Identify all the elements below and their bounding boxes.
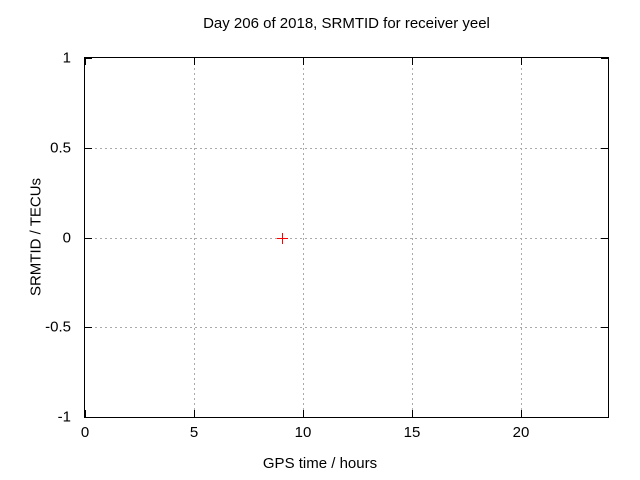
plot-area — [84, 57, 609, 418]
x-tick-label: 10 — [294, 424, 312, 441]
x-tick-label: 20 — [512, 424, 530, 441]
y-tick-mark-left — [85, 148, 92, 149]
x-tick-label: 15 — [403, 424, 421, 441]
y-tick-mark-left — [85, 327, 92, 328]
x-tick-mark-top — [303, 58, 304, 65]
marker-vertical-bar — [282, 233, 283, 244]
data-point-marker — [277, 233, 288, 244]
x-gridline — [303, 58, 304, 417]
y-tick-mark-left — [85, 58, 92, 59]
y-tick-label: 0 — [62, 229, 71, 247]
x-gridline — [521, 58, 522, 417]
x-tick-mark-bottom — [303, 410, 304, 417]
y-tick-label: 0.5 — [50, 139, 71, 157]
y-tick-mark-right — [601, 417, 608, 418]
x-tick-mark-bottom — [85, 410, 86, 417]
x-tick-label: 0 — [80, 424, 90, 441]
y-tick-mark-left — [85, 238, 92, 239]
y-gridline — [85, 148, 608, 149]
x-gridline — [194, 58, 195, 417]
x-tick-mark-top — [412, 58, 413, 65]
x-axis-label: GPS time / hours — [262, 455, 378, 472]
x-tick-mark-bottom — [521, 410, 522, 417]
y-tick-label: -0.5 — [45, 318, 71, 336]
y-gridline — [85, 327, 608, 328]
y-tick-mark-right — [601, 327, 608, 328]
y-tick-mark-right — [601, 148, 608, 149]
y-tick-mark-left — [85, 417, 92, 418]
x-gridline — [412, 58, 413, 417]
x-tick-mark-top — [521, 58, 522, 65]
x-tick-label: 5 — [189, 424, 199, 441]
y-tick-label: -1 — [57, 408, 71, 426]
y-tick-label: 1 — [62, 49, 71, 67]
y-tick-mark-right — [601, 238, 608, 239]
x-tick-mark-top — [85, 58, 86, 65]
chart-title: Day 206 of 2018, SRMTID for receiver yee… — [203, 15, 490, 32]
x-tick-mark-bottom — [194, 410, 195, 417]
x-tick-mark-top — [194, 58, 195, 65]
y-tick-mark-right — [601, 58, 608, 59]
x-tick-mark-bottom — [412, 410, 413, 417]
y-gridline — [85, 238, 608, 239]
